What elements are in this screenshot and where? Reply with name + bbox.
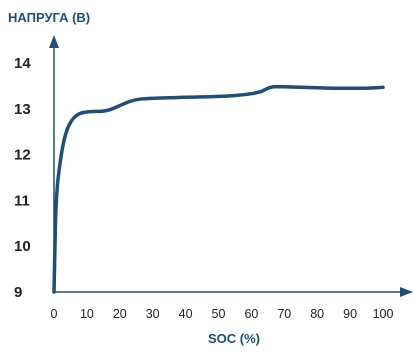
x-tick-label: 40 [179, 307, 193, 321]
x-axis-label: SOC (%) [208, 331, 260, 346]
x-tick-label: 20 [113, 307, 127, 321]
y-tick-label: 14 [14, 55, 31, 72]
y-tick-label: 13 [14, 101, 31, 118]
x-tick-label: 80 [310, 307, 324, 321]
y-axis-label: НАПРУГА (В) [8, 10, 90, 25]
y-tick-label: 11 [14, 192, 30, 209]
y-tick-labels: 9 10 11 12 13 14 [14, 55, 31, 301]
x-tick-label: 10 [80, 307, 94, 321]
x-tick-label: 70 [277, 307, 291, 321]
y-tick-label: 9 [14, 284, 22, 301]
y-tick-label: 12 [14, 147, 31, 164]
x-tick-labels: 0 10 20 30 40 50 60 70 80 90 100 [51, 307, 394, 321]
y-axis-arrow-icon [49, 35, 59, 48]
x-tick-label: 0 [51, 307, 58, 321]
x-tick-label: 90 [343, 307, 357, 321]
x-tick-label: 60 [244, 307, 258, 321]
y-tick-label: 10 [14, 238, 31, 255]
voltage-series-line [52, 84, 385, 294]
x-tick-label: 100 [373, 307, 394, 321]
x-tick-label: 30 [146, 307, 160, 321]
x-axis-arrow-icon [400, 287, 413, 297]
plot-area [52, 84, 385, 294]
x-tick-label: 50 [212, 307, 226, 321]
